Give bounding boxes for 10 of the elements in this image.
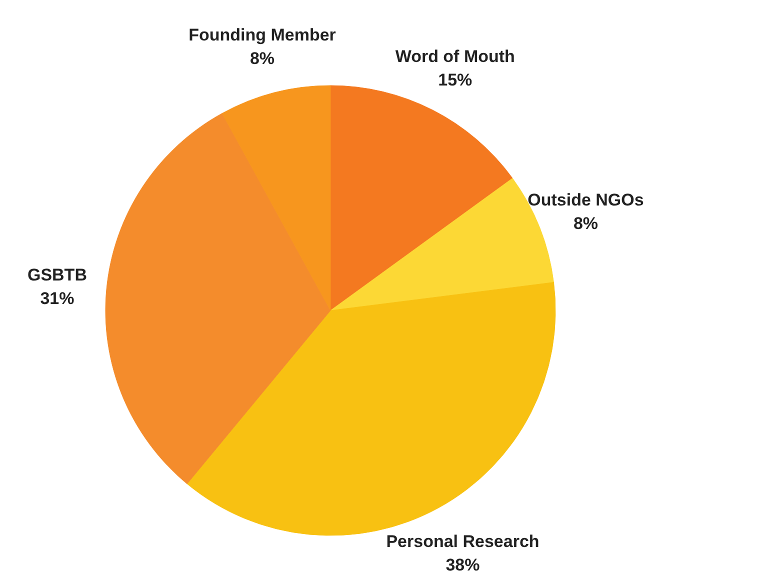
slice-label: Word of Mouth [395, 46, 515, 66]
slice-label: GSBTB [27, 266, 87, 285]
slice-label: Founding Member [188, 26, 336, 45]
data-label: 15% [438, 70, 472, 90]
data-label: 31% [40, 289, 74, 308]
data-label: 8% [250, 49, 275, 68]
data-label: 38% [446, 556, 480, 575]
slice-label: Outside NGOs [528, 190, 644, 210]
slice-label: Personal Research [386, 532, 540, 552]
data-label: 8% [573, 214, 598, 233]
